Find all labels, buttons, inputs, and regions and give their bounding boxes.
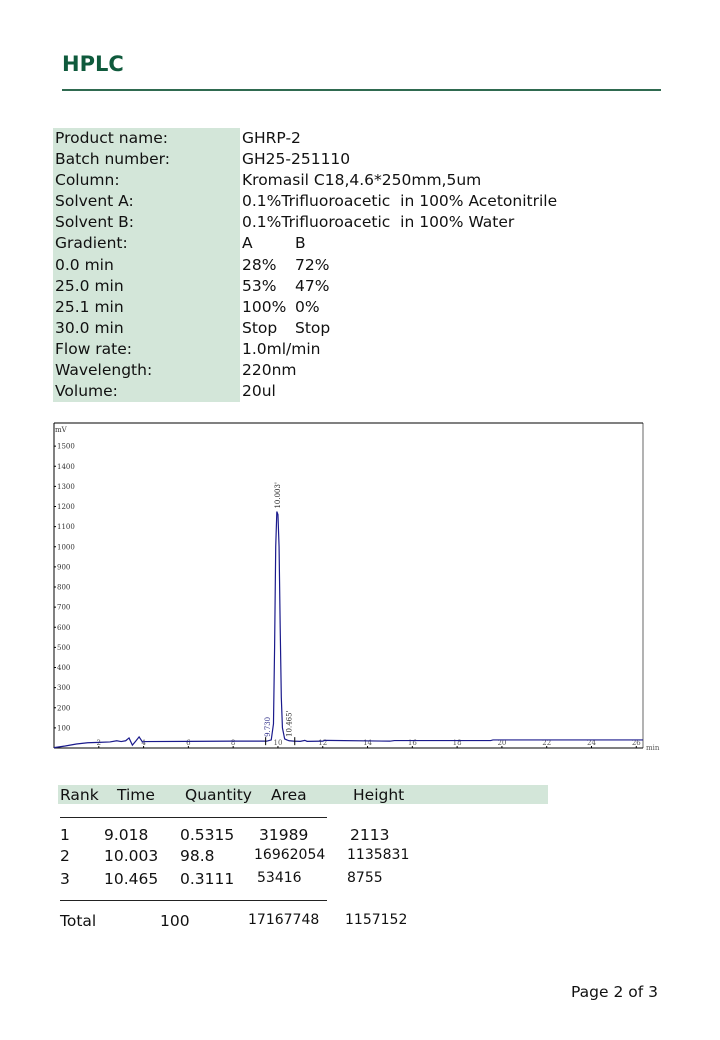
cell-time: 10.003 [104,847,159,865]
info-label: Wavelength: [53,360,240,382]
cell-height: 2113 [350,826,390,844]
total-label: Total [60,912,97,930]
x-tick-label: 20 [497,739,506,747]
info-value: 0.1%Trifluoroacetic in 100% Acetonitrile [242,192,558,211]
col-quantity: Quantity [185,786,252,804]
cell-rank: 1 [60,826,70,844]
peak-label: 9.730 [264,717,272,737]
page-number: Page 2 of 3 [571,983,658,1001]
gradient-b: B [295,234,306,253]
info-label: Solvent B: [53,212,240,234]
info-label: Solvent A: [53,191,240,213]
info-label: 30.0 min [53,317,240,339]
y-tick-label: 1200 [57,503,75,511]
x-tick-label: 14 [363,739,372,747]
info-value: Kromasil C18,4.6*250mm,5um [242,171,482,190]
info-label: 0.0 min [53,254,240,276]
x-tick-label: 22 [542,739,551,747]
info-value: GHRP-2 [242,129,301,147]
gradient-b: Stop [295,318,331,337]
y-tick-label: 400 [57,664,70,672]
cell-rank: 2 [60,847,70,865]
x-tick-label: 4 [141,739,146,747]
y-tick-label: 1500 [57,443,75,451]
x-axis-label: min [646,744,660,752]
gradient-a: Stop [242,318,278,337]
gradient-b: 47% [295,276,330,295]
total-quantity: 100 [160,912,190,930]
cell-quantity: 98.8 [180,847,215,865]
cell-rank: 3 [60,870,70,888]
total-area: 17167748 [248,912,320,928]
gradient-a: 28% [242,255,277,274]
cell-time: 10.465 [104,870,159,888]
col-area: Area [271,786,307,804]
x-tick-label: 8 [231,739,235,747]
info-label: Flow rate: [53,338,240,361]
info-label: 25.1 min [53,296,240,318]
x-tick-label: 10 [273,739,282,747]
cell-quantity: 0.5315 [180,826,235,844]
gradient-a: 100% [242,297,287,316]
cell-area: 16962054 [254,847,326,863]
info-label: Gradient: [53,233,240,255]
peak-label: 10.003' [274,482,282,508]
cell-height: 1135831 [347,847,410,863]
x-tick-label: 24 [587,739,596,747]
x-tick-label: 6 [186,739,191,747]
y-tick-label: 1000 [57,543,75,551]
x-tick-label: 26 [632,739,641,747]
info-value: 20ul [242,382,276,401]
cell-time: 9.018 [104,826,149,844]
y-axis-label: mV [55,426,68,434]
x-tick-label: 16 [408,739,417,747]
y-tick-label: 700 [57,604,70,612]
cell-quantity: 0.3111 [180,870,235,888]
y-tick-label: 500 [57,644,70,652]
gradient-a: A [242,234,253,253]
chromatogram-trace [53,511,643,749]
info-label: Product name: [53,128,240,150]
y-tick-label: 100 [57,724,70,732]
y-tick-label: 1300 [57,483,75,491]
info-label: 25.0 min [53,275,240,297]
info-label: Column: [53,170,240,192]
divider [60,817,327,818]
y-tick-label: 600 [57,624,70,632]
gradient-b: 0% [295,297,320,316]
info-label: Volume: [53,381,240,403]
peak-label: 10.465' [285,710,293,736]
y-tick-label: 800 [57,584,70,592]
y-tick-label: 200 [57,704,70,712]
col-height: Height [353,786,405,804]
cell-height: 8755 [347,870,383,886]
y-tick-label: 1100 [57,523,75,531]
x-tick-label: 12 [318,739,327,747]
results-header-band [58,785,548,804]
cell-area: 31989 [259,826,309,844]
info-value: 1.0ml/min [242,339,321,358]
info-label: Batch number: [53,149,240,171]
x-tick-label: 2 [97,739,101,747]
y-tick-label: 1400 [57,463,75,471]
y-tick-label: 900 [57,563,70,571]
total-height: 1157152 [345,912,408,928]
col-time: Time [117,786,155,804]
title-divider [62,89,661,91]
page-title: HPLC [62,52,124,76]
col-rank: Rank [60,786,99,804]
gradient-b: 72% [295,255,330,274]
info-value: 220nm [242,361,297,380]
info-value: GH25-251110 [242,150,351,169]
x-tick-label: 18 [453,739,462,747]
gradient-a: 53% [242,276,277,295]
cell-area: 53416 [257,870,302,886]
y-tick-label: 300 [57,684,70,692]
info-value: 0.1%Trifluoroacetic in 100% Water [242,213,515,232]
divider [60,900,327,901]
